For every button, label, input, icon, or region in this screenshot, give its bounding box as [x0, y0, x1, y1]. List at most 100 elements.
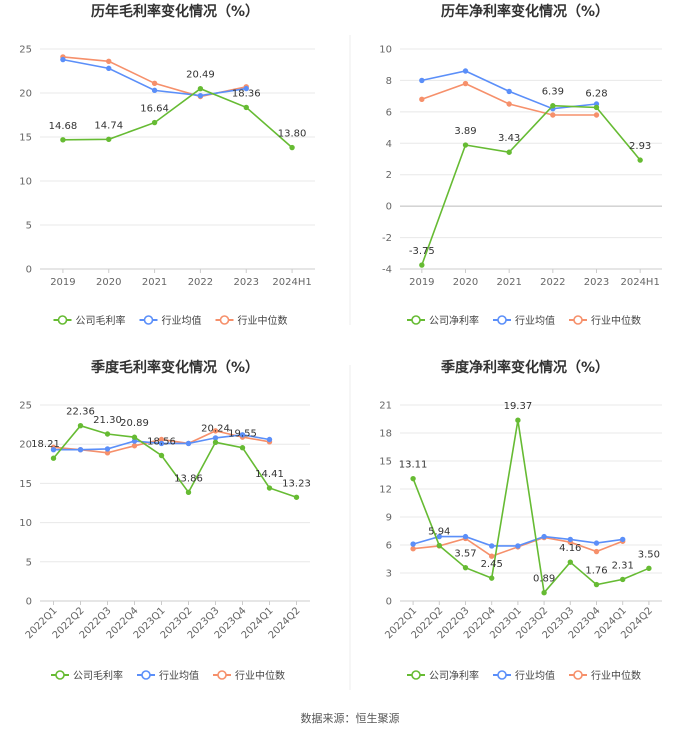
legend-label: 行业均值: [159, 669, 199, 682]
data-point-company: [239, 445, 246, 451]
data-point-company: [106, 136, 112, 142]
legend-item[interactable]: 行业中位数: [569, 669, 641, 682]
legend-label: 行业均值: [515, 669, 555, 682]
legend-item[interactable]: 公司毛利率: [53, 314, 126, 327]
data-point-company: [593, 581, 600, 588]
x-tick-label: 2023: [584, 277, 609, 288]
series-line-company: [52, 424, 297, 499]
data-label: 18.21: [31, 439, 60, 450]
data-point-company: [410, 475, 416, 482]
y-tick-label: 0: [386, 597, 392, 608]
data-label: 3.57: [454, 549, 476, 560]
data-label: 2.31: [612, 560, 634, 571]
legend-label: 行业中位数: [238, 314, 288, 327]
y-tick-label: -4: [382, 265, 392, 276]
y-tick-label: 2: [386, 170, 392, 181]
data-point-company: [50, 455, 57, 461]
legend-item[interactable]: 行业均值: [139, 314, 202, 327]
legend-item[interactable]: 公司毛利率: [51, 669, 123, 682]
data-point-industry_median: [410, 546, 416, 552]
legend-item[interactable]: 行业均值: [493, 669, 555, 682]
series-line-company: [421, 104, 641, 266]
y-tick-label: 20: [19, 440, 32, 451]
legend-label: 行业均值: [162, 314, 202, 327]
legend-label: 行业中位数: [591, 669, 641, 682]
data-point-company: [506, 149, 512, 155]
data-point-company: [462, 564, 469, 571]
chart-title: 季度净利率变化情况（%）: [440, 359, 609, 376]
legend-swatch-marker: [57, 315, 68, 325]
legend-label: 行业中位数: [235, 669, 285, 682]
data-label: 18.36: [232, 88, 261, 99]
data-label: 3.89: [454, 126, 476, 137]
x-tick-label: 2024H1: [272, 277, 311, 288]
y-tick-label: 6: [386, 107, 392, 118]
data-label: 14.74: [94, 120, 123, 131]
data-label: 18.56: [147, 436, 176, 447]
data-label: 21.30: [93, 415, 122, 426]
data-point-industry_avg: [60, 56, 66, 63]
data-point-industry_avg: [212, 435, 219, 441]
legend-swatch-marker: [573, 670, 583, 680]
data-label: 1.76: [585, 566, 607, 577]
y-tick-label: 4: [386, 139, 392, 150]
data-label: -3.75: [409, 246, 435, 257]
data-label: 20.89: [120, 418, 149, 429]
data-label: 13.11: [399, 460, 428, 471]
legend-label: 行业中位数: [591, 314, 641, 327]
data-point-company: [293, 494, 300, 500]
legend-item[interactable]: 行业均值: [137, 669, 199, 682]
legend-item[interactable]: 行业均值: [493, 314, 555, 327]
data-point-industry_median: [106, 58, 112, 65]
data-point-industry_median: [212, 428, 219, 434]
data-label: 20.24: [201, 423, 230, 434]
data-point-company: [567, 559, 573, 565]
data-point-industry_median: [489, 553, 495, 559]
data-point-industry_avg: [541, 533, 547, 540]
y-tick-label: 20: [19, 89, 32, 100]
annual-gross-margin-chart: 历年毛利率变化情况（%） 0 5 10 15 20 25 2019 2020 2021 2022 20…: [19, 3, 315, 327]
y-tick-label: 25: [19, 45, 32, 56]
data-source-note: 数据来源：恒生聚源: [301, 711, 400, 725]
y-tick-label: 0: [386, 202, 392, 213]
y-tick-label: 15: [19, 133, 32, 144]
data-point-company: [197, 85, 204, 92]
legend-item[interactable]: 公司净利率: [407, 314, 479, 327]
x-tick-label: 2021: [496, 277, 521, 288]
legend-label: 公司净利率: [429, 669, 479, 682]
x-tick-label: 2024H1: [620, 277, 659, 288]
data-label: 2.93: [629, 141, 651, 152]
y-tick-label: 9: [386, 513, 392, 524]
legend-item[interactable]: 行业中位数: [213, 669, 285, 682]
quarterly-net-margin-chart: 季度净利率变化情况（%）0369121518212022Q12022Q22022…: [379, 359, 662, 682]
data-label: 19.37: [504, 401, 533, 412]
legend-item[interactable]: 行业中位数: [569, 314, 641, 327]
legend-swatch-marker: [217, 670, 227, 680]
data-point-company: [243, 104, 249, 111]
data-point-industry_avg: [77, 446, 84, 453]
data-point-industry_avg: [419, 77, 425, 84]
y-tick-label: 15: [379, 457, 392, 468]
data-point-industry_avg: [158, 440, 165, 447]
data-point-industry_avg: [436, 533, 442, 540]
data-point-company: [515, 417, 521, 423]
series-line-company: [62, 87, 293, 149]
data-point-industry_median: [151, 80, 158, 87]
x-tick-label: 2020: [96, 277, 121, 288]
data-point-industry_avg: [106, 65, 112, 72]
legend-item[interactable]: 行业中位数: [215, 314, 288, 327]
data-point-industry_avg: [243, 85, 249, 92]
chart-title: 历年净利率变化情况（%）: [441, 3, 609, 20]
data-point-company: [489, 575, 495, 581]
y-tick-label: 18: [379, 429, 392, 440]
data-label: 20.49: [186, 70, 215, 81]
y-tick-label: 5: [26, 557, 32, 568]
data-point-company: [60, 137, 66, 143]
legend-item[interactable]: 公司净利率: [407, 669, 479, 682]
legend-label: 公司毛利率: [73, 669, 123, 682]
data-point-industry_avg: [239, 432, 246, 438]
data-point-company: [436, 542, 442, 549]
y-tick-label: 0: [26, 597, 32, 608]
y-tick-label: 15: [19, 479, 32, 490]
